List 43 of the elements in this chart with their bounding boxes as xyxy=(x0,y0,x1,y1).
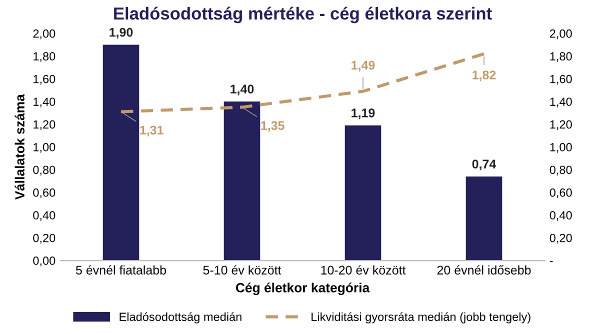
bar xyxy=(102,44,140,261)
y2-tick-label: 1,40 xyxy=(550,98,572,108)
data-label: 0,74 xyxy=(472,160,496,170)
chart-title: Eladósodottság mértéke - cég életkora szerint xyxy=(114,6,492,24)
y-tick-label: 0,40 xyxy=(33,211,56,221)
bar xyxy=(224,102,260,261)
y-tick-label: 1,20 xyxy=(34,120,56,130)
x-tick-label: 20 évnél idősebb xyxy=(437,265,531,275)
data-label: 1,31 xyxy=(140,126,164,136)
y-tick-label: 2,00 xyxy=(33,29,56,40)
y-tick-label: 0,00 xyxy=(33,256,56,266)
data-label: 1,82 xyxy=(472,70,496,82)
y-axis-title: Vállalatok száma xyxy=(14,94,24,200)
x-tick-label: 5 évnél fiatalabb xyxy=(76,265,166,275)
data-label: 1,19 xyxy=(352,108,375,120)
y2-tick-label: - xyxy=(550,261,553,262)
legend-label: Likviditási gyorsráta medián (jobb tengely) xyxy=(312,312,530,324)
y2-tick-label: 1,80 xyxy=(550,52,572,62)
legend-label: Eladósodottság medián xyxy=(120,312,242,324)
y2-tick-label: 1,20 xyxy=(550,120,572,130)
y2-tick-label: 2,00 xyxy=(550,29,572,40)
data-label: 1,40 xyxy=(230,84,254,96)
y-tick-label: 1,40 xyxy=(34,98,56,108)
y2-tick-label: 0,40 xyxy=(550,211,572,221)
x-tick-label: 10-20 év között xyxy=(321,265,406,275)
y-tick-label: 1,00 xyxy=(34,142,56,153)
bar xyxy=(344,125,382,261)
y2-tick-label: 0,20 xyxy=(550,234,572,244)
x-tick-label: 5-10 év között xyxy=(203,265,282,275)
y2-tick-label: 0,80 xyxy=(550,166,572,176)
data-label: 1,90 xyxy=(110,28,133,39)
data-label: 1,35 xyxy=(261,121,284,132)
y-tick-label: 1,60 xyxy=(34,74,56,85)
data-label: 1,49 xyxy=(352,60,375,72)
y-tick-label: 0,80 xyxy=(33,166,56,176)
x-axis-title: Cég életkor kategória xyxy=(236,282,370,296)
y-tick-label: 1,80 xyxy=(34,52,56,62)
y2-tick-label: 1,00 xyxy=(550,142,572,153)
y-tick-label: 0,60 xyxy=(33,188,56,198)
y2-tick-label: 0,60 xyxy=(550,188,572,198)
y2-tick-label: 1,60 xyxy=(550,74,572,85)
bar xyxy=(466,176,502,261)
y-tick-label: 0,20 xyxy=(33,234,56,244)
